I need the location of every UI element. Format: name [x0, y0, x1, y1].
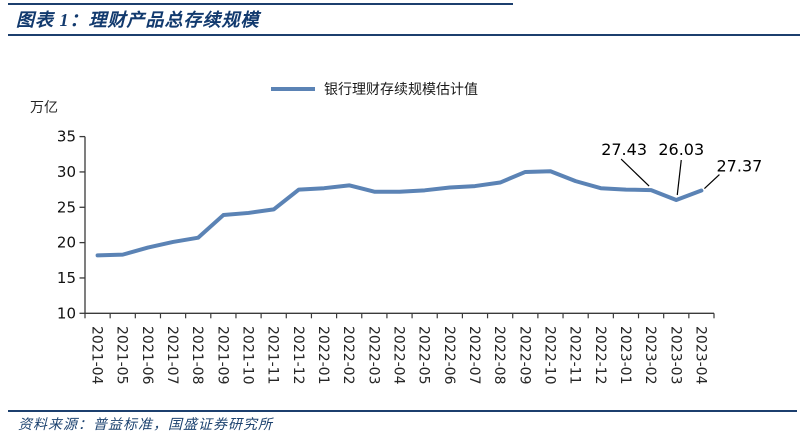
x-axis-label: 2022-07: [466, 326, 482, 385]
x-axis-label: 2023-04: [692, 326, 708, 385]
x-axis-label: 2023-03: [667, 326, 683, 385]
x-axis-label: 2022-11: [567, 326, 583, 385]
x-axis-label: 2021-08: [189, 326, 205, 385]
source-note: 资料来源：普益标准，国盛证券研究所: [18, 418, 273, 433]
y-axis-tick-label: 30: [57, 163, 76, 181]
series-line: [95, 169, 704, 258]
legend-label: 银行理财存续规模估计值: [324, 82, 478, 98]
y-axis-tick-label: 25: [57, 198, 76, 216]
x-axis-label: 2022-05: [416, 326, 432, 385]
x-axis-label: 2022-10: [541, 326, 557, 385]
x-axis-label: 2022-04: [391, 326, 407, 385]
annotation-label: 27.43: [601, 140, 647, 159]
y-axis-unit-label: 万亿: [30, 100, 58, 116]
x-axis-label: 2021-10: [240, 326, 256, 385]
x-axis-label: 2021-12: [290, 326, 306, 385]
x-axis-label: 2021-05: [114, 326, 130, 385]
legend-line-marker: [271, 87, 315, 91]
footer-divider-line: [8, 410, 797, 412]
x-axis-label: 2021-11: [265, 326, 281, 385]
x-axis-label: 2022-06: [441, 326, 457, 385]
title-divider-line: [8, 34, 800, 36]
annotation-label: 27.37: [717, 157, 763, 176]
chart-title: 图表 1：理财产品总存续规模: [16, 10, 260, 30]
y-axis-tick-label: 15: [57, 269, 76, 287]
x-axis-label: 2021-06: [139, 326, 155, 385]
x-axis-label: 2021-09: [214, 326, 230, 385]
x-axis-label: 2022-09: [516, 326, 532, 385]
axes: [84, 136, 714, 314]
annotation-leader-line: [676, 159, 682, 196]
x-axis-label: 2022-01: [315, 326, 331, 385]
x-axis-label: 2022-03: [365, 326, 381, 385]
x-axis-label: 2021-04: [89, 326, 105, 385]
x-axis-label: 2023-02: [642, 326, 658, 385]
x-axis-label: 2022-08: [491, 326, 507, 385]
legend: 银行理财存续规模估计值: [0, 79, 749, 99]
y-axis-tick-label: 35: [57, 128, 76, 146]
y-axis-tick-label: 10: [57, 304, 76, 322]
y-axis-tick-label: 20: [57, 234, 76, 252]
annotation-label: 26.03: [658, 140, 704, 159]
top-border-line: [8, 3, 513, 5]
annotation-leader-line: [620, 158, 650, 187]
x-axis-label: 2023-01: [617, 326, 633, 385]
x-axis-label: 2022-12: [592, 326, 608, 385]
x-axis-label: 2021-07: [164, 326, 180, 385]
annotation-leader-line: [704, 174, 720, 189]
x-axis-label: 2022-02: [340, 326, 356, 385]
